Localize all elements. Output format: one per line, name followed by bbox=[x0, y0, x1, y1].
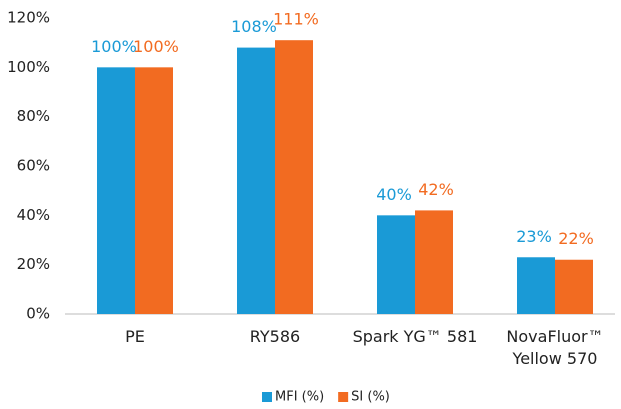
legend-swatch bbox=[338, 392, 349, 402]
x-tick-label: RY586 bbox=[249, 327, 301, 346]
legend-label: MFI (%) bbox=[275, 390, 324, 405]
y-tick-label: 100% bbox=[7, 58, 50, 76]
bar bbox=[415, 210, 453, 314]
value-label: 111% bbox=[273, 10, 319, 29]
legend-swatch bbox=[262, 392, 272, 402]
bar bbox=[135, 67, 173, 314]
value-label: 42% bbox=[418, 180, 454, 199]
y-tick-label: 40% bbox=[17, 206, 50, 224]
y-tick-label: 0% bbox=[26, 305, 50, 323]
value-label: 22% bbox=[558, 229, 594, 248]
bar bbox=[237, 47, 275, 314]
bar bbox=[517, 257, 555, 314]
x-tick-label: PE bbox=[125, 327, 145, 346]
y-tick-label: 80% bbox=[17, 107, 50, 125]
value-label: 108% bbox=[231, 17, 277, 36]
y-tick-label: 60% bbox=[17, 157, 50, 175]
bar bbox=[97, 67, 135, 314]
y-tick-label: 120% bbox=[7, 9, 50, 27]
x-tick-label: NovaFluor™ Yellow 570 bbox=[506, 327, 604, 368]
value-label: 100% bbox=[91, 37, 137, 56]
value-label: 23% bbox=[516, 227, 552, 246]
legend-label: SI (%) bbox=[351, 390, 390, 405]
value-label: 40% bbox=[376, 185, 412, 204]
y-tick-label: 20% bbox=[17, 255, 50, 273]
x-tick-label: Spark YG™ 581 bbox=[352, 327, 478, 346]
bar bbox=[275, 40, 313, 314]
bar bbox=[555, 259, 593, 314]
bar bbox=[377, 215, 415, 314]
value-label: 100% bbox=[133, 37, 179, 56]
